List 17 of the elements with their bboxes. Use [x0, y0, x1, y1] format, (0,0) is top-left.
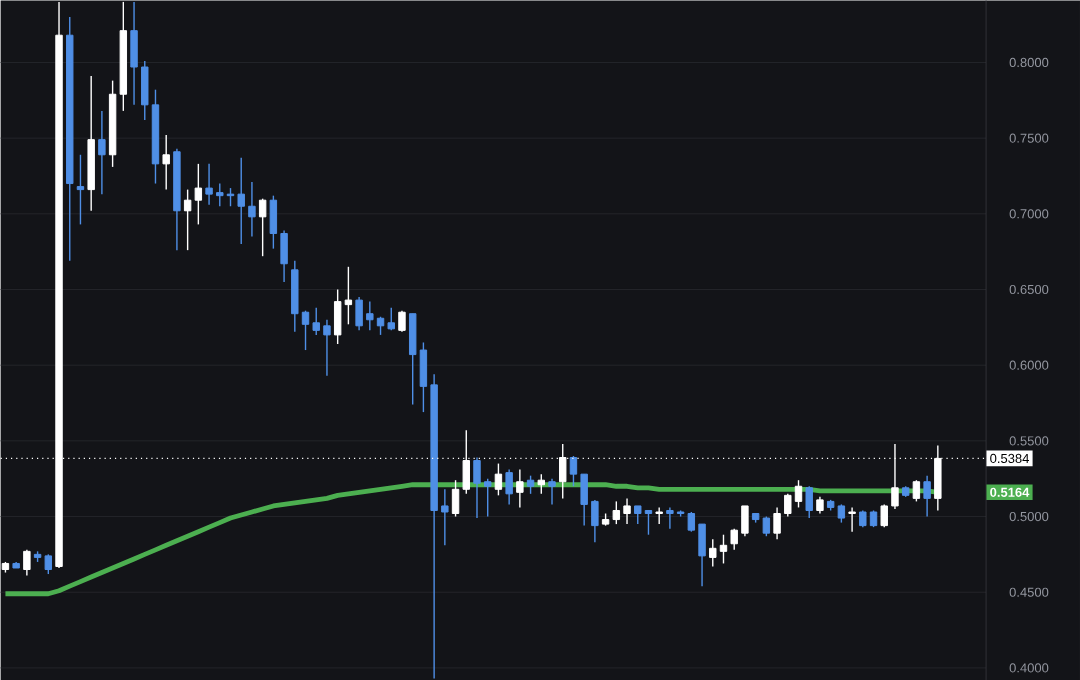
candlestick — [76, 153, 85, 225]
candlestick — [258, 197, 267, 257]
candlestick — [655, 506, 663, 525]
candlestick — [923, 474, 931, 518]
candlestick — [537, 473, 546, 495]
candlestick — [912, 479, 921, 502]
candlestick — [162, 134, 170, 191]
candlestick — [98, 110, 106, 195]
candlestick — [505, 468, 513, 505]
candlestick — [398, 309, 406, 333]
candlestick — [494, 462, 503, 496]
candlestick — [516, 468, 524, 508]
candlestick — [805, 485, 813, 519]
candlestick — [23, 548, 31, 577]
candlestick — [526, 474, 535, 495]
candlestick — [548, 477, 556, 505]
candlestick — [848, 506, 856, 533]
